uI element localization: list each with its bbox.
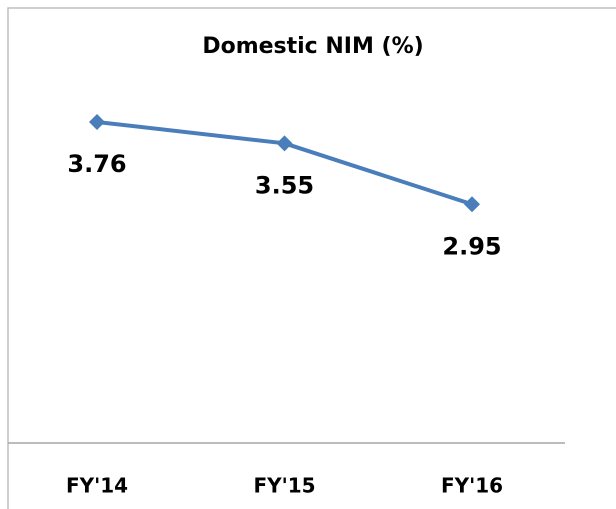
- chart-title: Domestic NIM (%): [202, 34, 423, 59]
- x-tick-label: FY'14: [66, 474, 128, 498]
- data-label: 2.95: [442, 232, 501, 260]
- data-label: 3.76: [67, 150, 126, 178]
- marker: [89, 113, 105, 130]
- chart-frame: [7, 7, 616, 509]
- x-tick-label: FY'15: [253, 474, 315, 498]
- x-tick-label: FY'16: [441, 474, 503, 498]
- data-label: 3.55: [255, 171, 314, 199]
- marker: [464, 196, 480, 213]
- marker: [276, 135, 293, 152]
